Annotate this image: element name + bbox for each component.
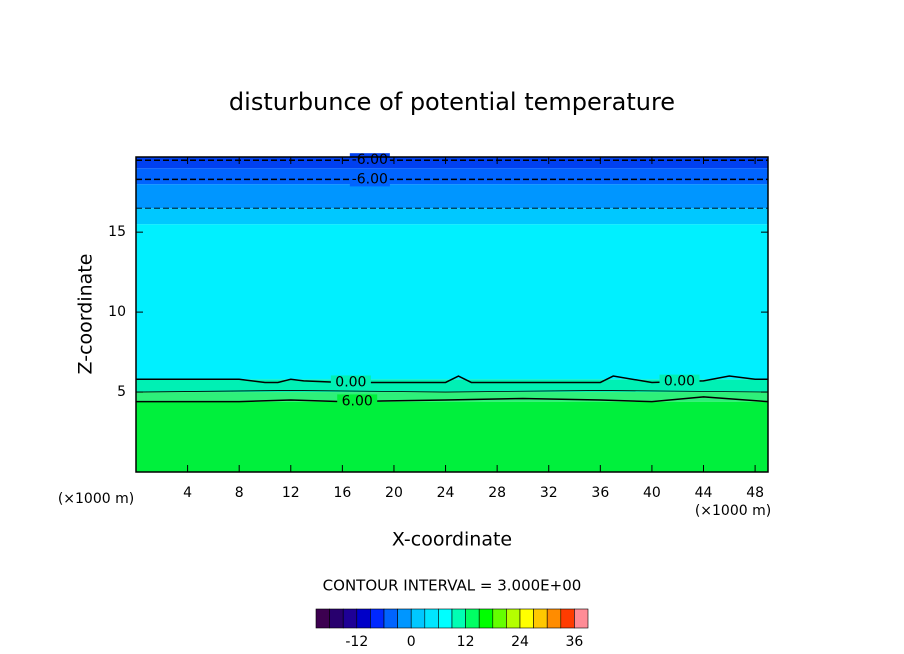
colorbar-box [315,608,330,629]
colorbar-box [342,608,358,629]
field-band [136,168,768,185]
colorbar-tick-label: 24 [511,634,529,650]
contour-interval: CONTOUR INTERVAL = 3.000E+00 [323,577,582,595]
colorbar-box [329,608,344,629]
x-unit: (×1000 m) [695,503,771,519]
x-tick-label: 24 [437,485,455,501]
colorbar-box [492,608,507,629]
colorbar-tick-label: -12 [345,634,368,650]
colorbar-box [560,608,575,629]
x-tick-label: 20 [385,485,403,501]
y-tick-label: 10 [108,304,126,320]
contour-label-bg [349,172,390,187]
contour-label-bg [659,374,700,389]
x-tick-label: 36 [591,485,609,501]
colorbar-box [478,608,494,629]
colorbar-box [451,608,466,629]
contour-label: 0.00 [335,374,366,390]
contour-label: 0.00 [664,374,695,390]
colorbar-box [370,608,385,629]
colorbar-box [465,608,480,629]
contour-label: -6.00 [352,171,388,187]
plot-frame [135,156,769,473]
field-band [136,184,768,209]
colorbar-box [424,608,439,629]
field-band [136,157,768,169]
contour-label: -6.00 [352,152,388,168]
x-tick-label: 32 [540,485,558,501]
colorbar-tick-label: 36 [565,634,583,650]
colorbar-box [410,608,426,629]
y-axis-label: Z-coordinate [75,254,97,375]
field-band [136,208,768,225]
colorbar-box [546,608,562,629]
contour-label-bg [330,375,371,390]
colorbar-box [506,608,521,629]
x-axis-label: X-coordinate [392,529,512,551]
colorbar-box [356,608,371,629]
x-unit: (×1000 m) [58,491,134,507]
y-tick-label: 15 [108,224,126,240]
colorbar-box [574,608,589,629]
contour-label-bg [337,394,378,409]
x-tick-label: 16 [333,485,351,501]
contour-label: 6.00 [342,393,373,409]
colorbar-tick-label: 12 [457,634,475,650]
field-band [136,401,768,472]
x-tick-label: 48 [746,485,764,501]
field-band [136,379,768,393]
contour-line [135,390,769,393]
colorbar-tick-label: 0 [407,634,416,650]
x-tick-label: 44 [695,485,713,501]
x-tick-label: 40 [643,485,661,501]
field-band [136,392,768,402]
colorbar-box [533,608,548,629]
x-tick-label: 8 [235,485,244,501]
y-tick-label: 5 [117,384,126,400]
x-tick-label: 12 [282,485,300,501]
x-tick-label: 28 [488,485,506,501]
colorbar-box [519,608,534,629]
x-tick-label: 4 [183,485,192,501]
contour-line [136,396,769,403]
field-band [136,224,768,380]
colorbar-box [383,608,398,629]
colorbar-box [438,608,453,629]
colorbar-box [397,608,412,629]
chart-title: disturbunce of potential temperature [229,88,675,116]
